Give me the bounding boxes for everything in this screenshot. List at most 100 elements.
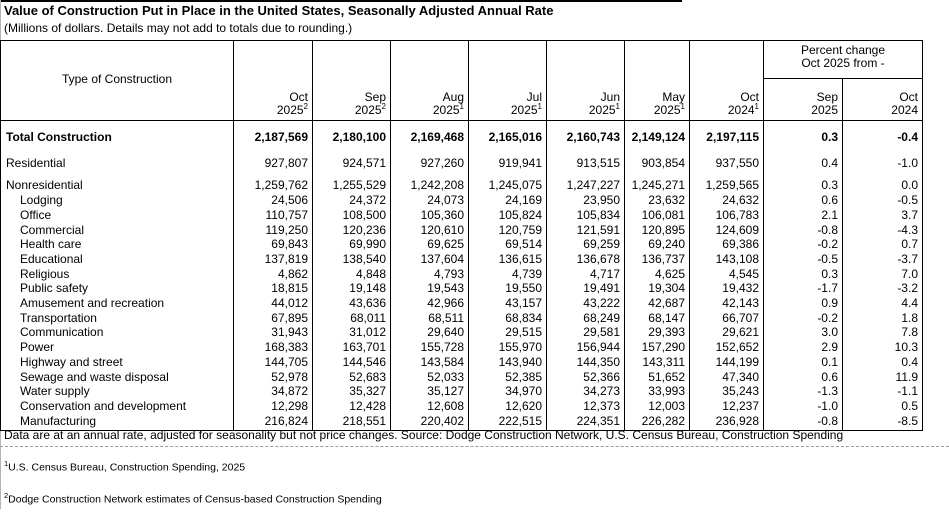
value-cell: 2,197,115 [689,120,764,150]
value-cell: 43,222 [546,296,625,311]
value-cell: 1,259,565 [689,174,764,194]
value-cell: 924,571 [312,149,391,175]
value-cell: 67,895 [233,310,313,326]
value-cell: 157,290 [624,340,690,355]
value-cell: 143,108 [689,251,764,267]
row-label: Educational [0,251,234,267]
pct-cell: -3.2 [842,281,923,297]
value-cell: 69,240 [624,237,690,252]
value-cell: 12,428 [312,398,391,414]
value-cell: 138,540 [312,251,391,267]
value-cell: 144,705 [233,354,313,370]
value-cell: 110,757 [233,207,313,223]
type-of-construction-header: Type of Construction [0,40,234,121]
column-header-oct-2024: Oct 20241 [689,40,764,121]
table-row: Total Construction 2,187,569 2,180,100 2,16… [0,120,923,150]
value-cell: 68,249 [546,310,625,326]
value-cell: 119,250 [233,222,313,238]
value-cell: 152,652 [689,340,764,355]
value-cell: 919,941 [468,149,547,175]
value-cell: 68,511 [390,310,469,326]
value-cell: 52,978 [233,369,313,385]
row-label: Residential [0,149,234,175]
pct-cell: 0.5 [842,398,923,414]
value-cell: 137,819 [233,251,313,267]
value-cell: 24,372 [312,193,391,208]
value-cell: 2,160,743 [546,120,625,150]
value-cell: 120,236 [312,222,391,238]
value-cell: 136,678 [546,251,625,267]
value-cell: 69,259 [546,237,625,252]
value-cell: 24,169 [468,193,547,208]
pct-cell: 0.3 [763,174,843,194]
row-label: Total Construction [0,120,234,150]
pct-cell: -0.8 [763,413,843,431]
page-subtitle: (Millions of dollars. Details may not ad… [4,21,353,35]
table-row: Office 110,757 108,500 105,360 105,824 105,83… [0,207,923,223]
value-cell: 120,895 [624,222,690,238]
value-cell: 47,340 [689,369,764,385]
table-row: Sewage and waste disposal 52,978 52,683 52,… [0,369,923,385]
value-cell: 216,824 [233,413,313,431]
value-cell: 106,783 [689,207,764,223]
table-row: Water supply 34,872 35,327 35,127 34,970 34,2… [0,384,923,399]
value-cell: 52,366 [546,369,625,385]
construction-spending-table: Type of Construction Oct 20252 Sep 20252 Aug… [0,40,923,432]
value-cell: 66,707 [689,310,764,326]
table-row: Commercial 119,250 120,236 120,610 120,759 12… [0,222,923,238]
value-cell: 136,737 [624,251,690,267]
source-note: Data are at an annual rate, adjusted for… [0,425,949,447]
value-cell: 144,546 [312,354,391,370]
top-border-rule [0,0,682,2]
pct-cell: 1.8 [842,310,923,326]
value-cell: 29,393 [624,325,690,341]
value-cell: 124,609 [689,222,764,238]
value-cell: 51,652 [624,369,690,385]
table-row: Highway and street 144,705 144,546 143,584 1… [0,354,923,370]
value-cell: 143,940 [468,354,547,370]
value-cell: 43,157 [468,296,547,311]
table-row: Nonresidential 1,259,762 1,255,529 1,242,20… [0,174,923,194]
row-label: Water supply [0,384,234,399]
value-cell: 12,237 [689,398,764,414]
row-label: Highway and street [0,354,234,370]
pct-cell: 0.9 [763,296,843,311]
row-label: Communication [0,325,234,341]
value-cell: 105,834 [546,207,625,223]
value-cell: 29,581 [546,325,625,341]
row-label: Amusement and recreation [0,296,234,311]
pct-cell: 0.0 [842,174,923,194]
value-cell: 168,383 [233,340,313,355]
value-cell: 42,966 [390,296,469,311]
pct-cell: -8.5 [842,413,923,431]
value-cell: 42,143 [689,296,764,311]
value-cell: 31,012 [312,325,391,341]
value-cell: 69,990 [312,237,391,252]
value-cell: 4,545 [689,266,764,282]
page-title: Value of Construction Put in Place in th… [4,3,554,18]
value-cell: 927,260 [390,149,469,175]
value-cell: 4,848 [312,266,391,282]
column-header-aug-2025: Aug 20251 [390,40,469,121]
value-cell: 2,149,124 [624,120,690,150]
row-label: Conservation and development [0,398,234,414]
pct-cell: -1.0 [763,398,843,414]
table-row: Religious 4,862 4,848 4,793 4,739 4,717 4,625 4… [0,266,923,282]
value-cell: 19,543 [390,281,469,297]
value-cell: 12,373 [546,398,625,414]
row-label: Commercial [0,222,234,238]
pct-cell: 0.6 [763,369,843,385]
value-cell: 69,386 [689,237,764,252]
percent-change-line1: Percent change [800,43,886,57]
value-cell: 136,615 [468,251,547,267]
value-cell: 4,625 [624,266,690,282]
table-row: Educational 137,819 138,540 137,604 136,615 1… [0,251,923,267]
value-cell: 2,165,016 [468,120,547,150]
value-cell: 12,608 [390,398,469,414]
value-cell: 31,943 [233,325,313,341]
pct-cell: -1.7 [763,281,843,297]
value-cell: 12,620 [468,398,547,414]
value-cell: 29,621 [689,325,764,341]
value-cell: 33,993 [624,384,690,399]
pct-cell: 3.0 [763,325,843,341]
